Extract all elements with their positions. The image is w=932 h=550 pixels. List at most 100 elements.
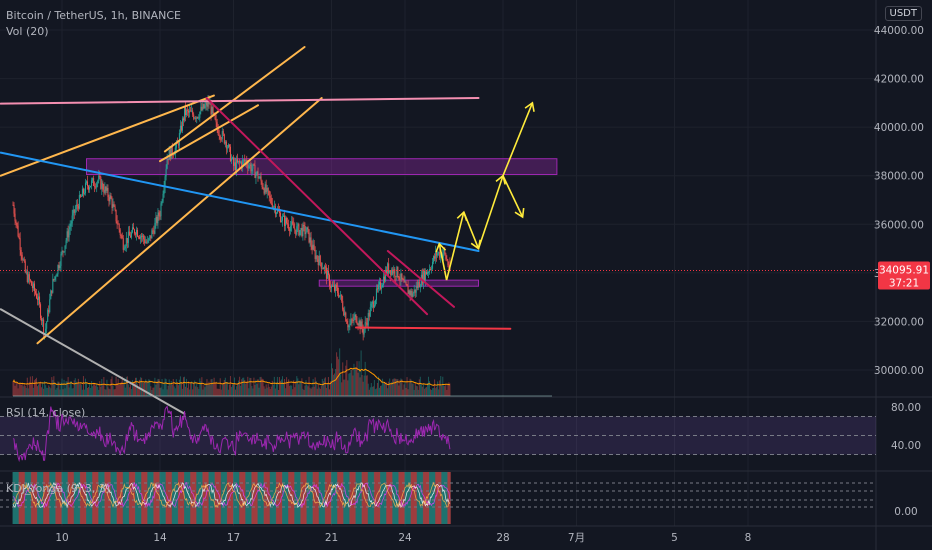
candle-body xyxy=(106,187,108,191)
volume-bar xyxy=(228,384,230,396)
kdj-histogram xyxy=(77,472,80,524)
kdj-histogram xyxy=(256,472,258,524)
kdj-histogram xyxy=(257,472,259,524)
kdj-histogram xyxy=(95,472,97,524)
volume-bar xyxy=(370,383,372,396)
rsi-legend[interactable]: RSI (14, close) xyxy=(6,406,86,419)
kdj-histogram xyxy=(422,472,425,524)
volume-bar xyxy=(42,382,44,396)
kdj-histogram xyxy=(314,472,317,524)
volume-bar xyxy=(222,382,224,396)
candle-body xyxy=(64,245,66,252)
kdj-histogram xyxy=(130,472,133,524)
candle-body xyxy=(367,312,369,326)
volume-bar xyxy=(415,385,417,396)
candle-body xyxy=(194,117,196,119)
kdj-histogram xyxy=(173,472,176,524)
kdj-histogram xyxy=(99,472,101,524)
kdj-histogram xyxy=(356,472,358,524)
candles xyxy=(12,95,451,341)
volume-bar xyxy=(334,373,336,396)
candle-body xyxy=(32,283,34,289)
candle-body xyxy=(109,195,111,202)
volume-bar xyxy=(342,362,344,396)
volume-bar xyxy=(435,388,437,396)
volume-bar xyxy=(217,388,219,396)
candle-body xyxy=(313,244,315,250)
volume-bar xyxy=(64,388,66,396)
volume-bar xyxy=(312,379,314,396)
volume-bar xyxy=(236,386,238,396)
candle-body xyxy=(409,290,411,296)
volume-bar xyxy=(376,382,378,396)
kdj-histogram xyxy=(277,472,280,524)
candle-body xyxy=(187,109,189,111)
kdj-histogram xyxy=(437,472,439,524)
kdj-histogram xyxy=(96,472,98,524)
candle-body xyxy=(17,225,19,237)
currency-button[interactable]: USDT xyxy=(884,6,922,21)
kdj-histogram xyxy=(410,472,413,524)
kdj-histogram xyxy=(288,472,290,524)
volume-bar xyxy=(354,368,356,396)
candle-body xyxy=(131,227,133,233)
volume-bar xyxy=(318,387,320,396)
volume-bar xyxy=(268,386,270,396)
volume-bar xyxy=(92,386,94,396)
volume-ma-line xyxy=(12,367,450,386)
volume-bar xyxy=(300,381,302,396)
candle-body xyxy=(200,106,202,112)
volume-bar xyxy=(265,384,267,396)
volume-bar xyxy=(114,389,116,396)
volume-bar xyxy=(156,380,158,396)
volume-bar xyxy=(331,363,332,396)
kdj-histogram xyxy=(135,472,137,524)
time-tick-label: 21 xyxy=(325,532,338,544)
candle-body xyxy=(65,240,67,246)
candle-body xyxy=(231,157,233,159)
kdj-histogram xyxy=(140,472,142,524)
candle-body xyxy=(63,251,65,253)
candle-body xyxy=(385,269,387,282)
candle-body xyxy=(278,211,280,214)
candle-body xyxy=(327,270,329,276)
volume-bar xyxy=(78,384,80,396)
kdj-histogram xyxy=(311,472,314,524)
candle-body xyxy=(185,107,187,116)
kdj-histogram xyxy=(361,472,364,524)
kdj-histogram xyxy=(421,472,424,524)
candle-body xyxy=(290,226,292,231)
candle-body xyxy=(305,232,307,235)
candle-body xyxy=(167,159,169,160)
candle-body xyxy=(446,258,448,261)
candle-body xyxy=(203,103,205,109)
symbol-legend[interactable]: Bitcoin / TetherUS, 1h, BINANCE xyxy=(6,9,182,22)
candle-body xyxy=(226,147,228,149)
volume-bar xyxy=(231,384,233,396)
volume-bar xyxy=(99,381,101,396)
volume-bar xyxy=(172,379,174,396)
volume-bar xyxy=(406,377,408,396)
candle-body xyxy=(166,159,168,169)
candle-body xyxy=(205,102,207,106)
kdj-histogram xyxy=(120,472,123,524)
volume-bar xyxy=(119,383,121,396)
volume-legend[interactable]: Vol (20) xyxy=(6,25,49,38)
kdj-histogram xyxy=(295,472,297,524)
volume-bar xyxy=(151,389,153,396)
volume-bar xyxy=(60,382,62,396)
kdj-histogram xyxy=(263,472,266,524)
candle-body xyxy=(77,206,79,209)
kdj-histogram xyxy=(358,472,360,524)
candle-body xyxy=(430,269,432,270)
kdj-histogram xyxy=(145,472,147,524)
kdj-histogram xyxy=(38,472,40,524)
trendline xyxy=(159,104,259,163)
kdj-legend[interactable]: KDJ_Yonga (9, 3, 3) xyxy=(6,482,111,495)
candle-body xyxy=(14,213,16,222)
candle-body xyxy=(33,283,35,292)
kdj-histogram xyxy=(388,472,390,524)
time-tick-label: 24 xyxy=(398,532,412,544)
kdj-histogram xyxy=(230,472,233,524)
